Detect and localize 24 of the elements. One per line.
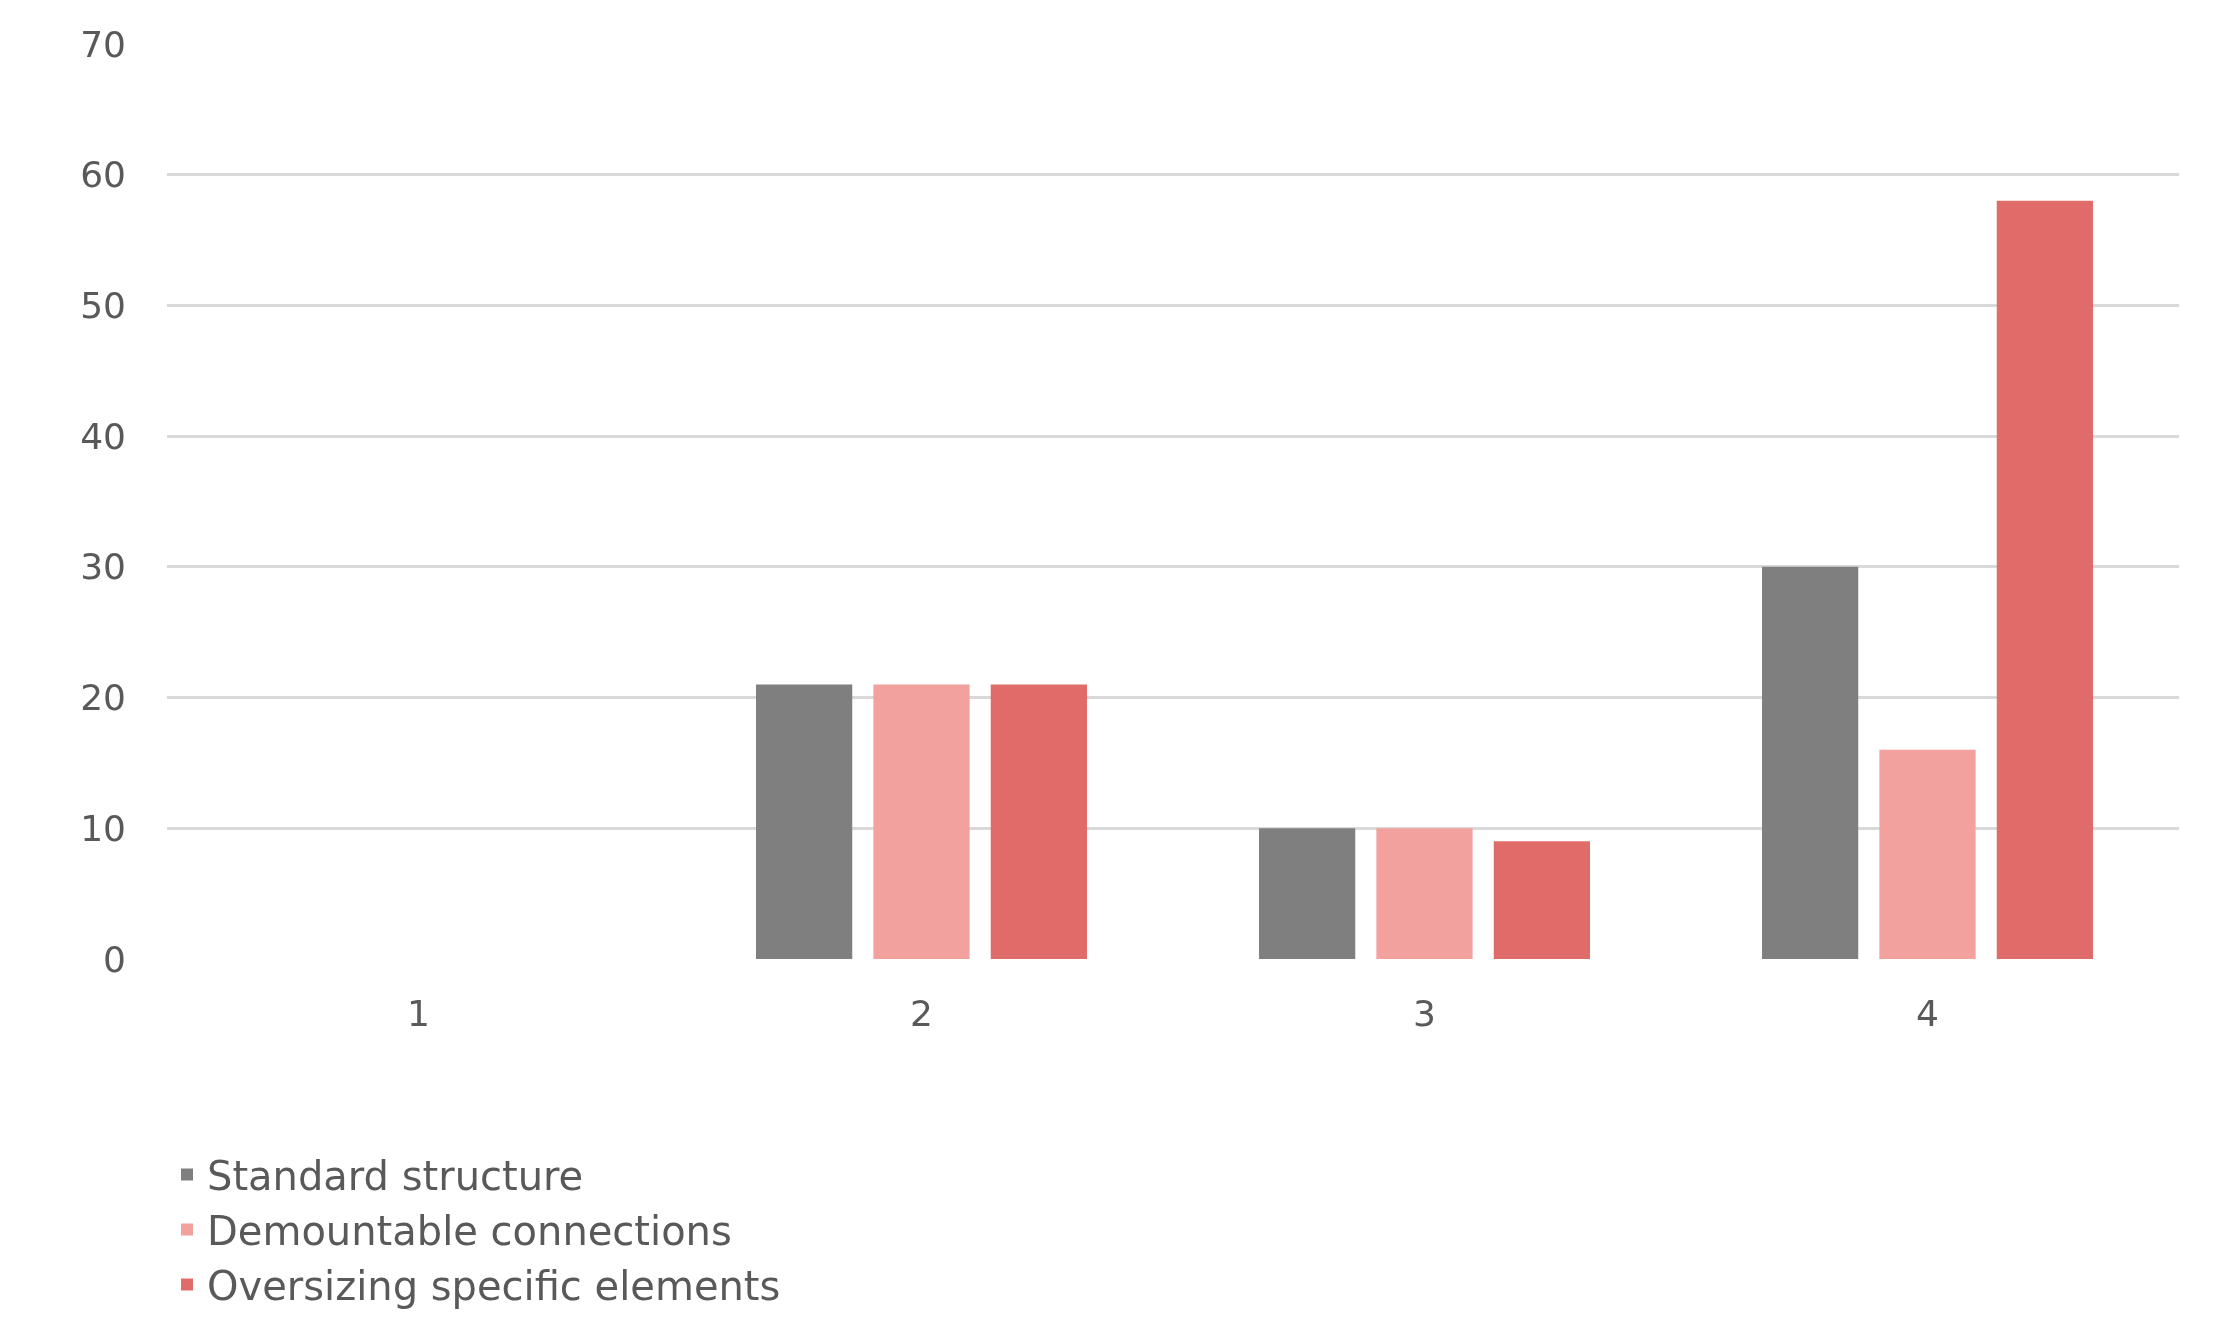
x-tick-label: 2 [910,993,933,1034]
x-tick-label: 1 [407,993,430,1034]
y-tick-label: 10 [80,807,126,849]
y-tick-label: 60 [80,154,126,196]
bar [1493,841,1590,959]
y-tick-label: 0 [103,938,126,980]
legend-label: Oversizing specific elements [207,1263,781,1310]
x-tick-label: 3 [1413,993,1436,1034]
bar [1762,566,1859,959]
legend-label: Standard structure [207,1153,584,1200]
bar [1996,200,2093,959]
bar [1259,828,1356,959]
y-tick-label: 50 [80,285,126,327]
x-tick-label: 4 [1916,993,1939,1034]
y-tick-label: 30 [80,546,126,588]
y-tick-label: 70 [80,23,126,65]
bar [1376,828,1473,959]
y-tick-label: 20 [80,677,126,719]
bar [1879,749,1976,959]
y-tick-label: 40 [80,415,126,457]
bar [990,684,1087,959]
bar [756,684,853,959]
bar [873,684,970,959]
legend-label: Demountable connections [207,1208,732,1255]
